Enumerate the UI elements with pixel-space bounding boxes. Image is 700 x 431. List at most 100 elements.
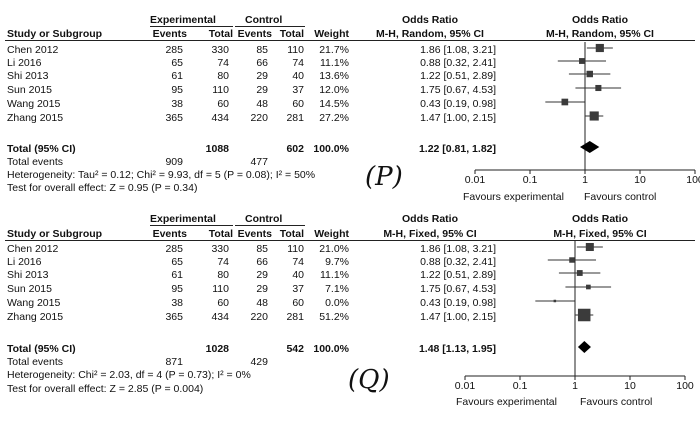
study-name: Sun 2015: [7, 283, 52, 295]
header-study: Study or Subgroup: [7, 228, 103, 240]
x-axis-tick-label: 0.1: [513, 380, 528, 392]
events-control: 66: [256, 256, 268, 268]
study-effect-square: [569, 257, 575, 263]
study-weight: 51.2%: [319, 311, 349, 323]
total-control: 40: [292, 70, 304, 82]
study-name: Li 2016: [7, 57, 42, 69]
odds-ratio-ci: 1.47 [1.00, 2.15]: [420, 112, 496, 124]
study-name: Zhang 2015: [7, 112, 64, 124]
total-control: 60: [292, 98, 304, 110]
odds-ratio-ci: 1.22 [0.51, 2.89]: [420, 70, 496, 82]
study-weight: 12.0%: [319, 84, 349, 96]
events-control: 29: [256, 269, 268, 281]
x-axis-tick-label: 0.1: [523, 174, 538, 186]
group-underline: [235, 225, 305, 226]
group-underline: [150, 26, 233, 27]
x-axis-tick-label: 100: [676, 380, 694, 392]
total-experimental: 1028: [205, 343, 229, 355]
total-control: 60: [292, 297, 304, 309]
header-weight: Weight: [314, 228, 349, 240]
events-control: 48: [256, 98, 268, 110]
study-name: Sun 2015: [7, 84, 52, 96]
total-weight: 100.0%: [313, 143, 349, 155]
heterogeneity-text: Heterogeneity: Tau² = 0.12; Chi² = 9.93,…: [7, 169, 316, 181]
total-experimental: 330: [211, 44, 229, 56]
favours-experimental-label: Favours experimental: [456, 396, 557, 408]
header-events: Events: [152, 228, 187, 240]
header-total: Total: [279, 28, 304, 40]
events-experimental: 285: [165, 44, 183, 56]
events-control: 29: [256, 70, 268, 82]
total-control: 74: [292, 256, 304, 268]
group-underline: [150, 225, 233, 226]
events-experimental: 285: [165, 243, 183, 255]
header-method: M-H, Random, 95% CI: [376, 28, 484, 40]
header-total: Total: [279, 228, 304, 240]
total-experimental: 330: [211, 243, 229, 255]
events-control: 220: [250, 112, 268, 124]
events-control: 66: [256, 57, 268, 69]
favours-control-label: Favours control: [584, 191, 657, 203]
total-experimental: 1088: [205, 143, 229, 155]
header-experimental: Experimental: [150, 213, 216, 225]
total-experimental: 74: [217, 256, 229, 268]
x-axis-tick-label: 0.01: [465, 174, 486, 186]
odds-ratio-ci: 1.22 [0.51, 2.89]: [420, 269, 496, 281]
study-name: Wang 2015: [7, 98, 61, 110]
total-events-experimental: 871: [165, 356, 183, 368]
study-name: Chen 2012: [7, 243, 59, 255]
overall-effect-text: Test for overall effect: Z = 0.95 (P = 0…: [7, 182, 198, 194]
odds-ratio-ci: 0.88 [0.32, 2.41]: [420, 256, 496, 268]
total-events-label: Total events: [7, 156, 64, 168]
total-control: 602: [286, 143, 304, 155]
total-events-control: 429: [250, 356, 268, 368]
total-control: 37: [292, 283, 304, 295]
pooled-odds-ratio-ci: 1.48 [1.13, 1.95]: [418, 343, 496, 355]
total-experimental: 110: [212, 84, 229, 96]
header-events: Events: [237, 28, 272, 40]
total-experimental: 434: [211, 112, 229, 124]
header-odds-ratio: Odds Ratio: [401, 213, 458, 225]
total-events-control: 477: [250, 156, 268, 168]
study-effect-square: [561, 98, 569, 106]
total-control: 281: [286, 311, 304, 323]
total-experimental: 110: [212, 283, 229, 295]
x-axis-tick-label: 1: [572, 380, 578, 392]
header-total: Total: [208, 228, 233, 240]
events-control: 29: [256, 84, 268, 96]
total-experimental: 80: [217, 70, 229, 82]
panel-label: (P): [365, 162, 403, 192]
header-events: Events: [237, 228, 272, 240]
study-name: Shi 2013: [7, 269, 49, 281]
study-effect-square: [595, 84, 602, 92]
group-underline: [235, 26, 305, 27]
plot-header-odds-ratio: Odds Ratio: [571, 213, 628, 225]
study-effect-square: [589, 111, 599, 121]
header-control: Control: [245, 213, 283, 225]
odds-ratio-ci: 1.86 [1.08, 3.21]: [420, 243, 496, 255]
events-experimental: 365: [165, 311, 183, 323]
events-control: 48: [256, 297, 268, 309]
study-weight: 21.7%: [319, 44, 349, 56]
header-control: Control: [245, 14, 283, 26]
plot-header-method: M-H, Random, 95% CI: [546, 28, 654, 40]
total-weight: 100.0%: [313, 343, 349, 355]
odds-ratio-ci: 1.47 [1.00, 2.15]: [420, 311, 496, 323]
total-control: 37: [292, 84, 304, 96]
study-name: Li 2016: [7, 256, 42, 268]
favours-control-label: Favours control: [580, 396, 653, 408]
header-rule: [5, 40, 695, 41]
x-axis-tick-label: 1: [582, 174, 588, 186]
total-control: 74: [292, 57, 304, 69]
study-name: Wang 2015: [7, 297, 61, 309]
events-experimental: 65: [171, 256, 183, 268]
study-weight: 27.2%: [319, 112, 349, 124]
total-control: 542: [286, 343, 304, 355]
study-effect-square: [576, 270, 583, 276]
total-label: Total (95% CI): [7, 143, 76, 155]
study-effect-square: [579, 58, 585, 64]
odds-ratio-ci: 1.75 [0.67, 4.53]: [420, 84, 496, 96]
events-control: 85: [256, 44, 268, 56]
